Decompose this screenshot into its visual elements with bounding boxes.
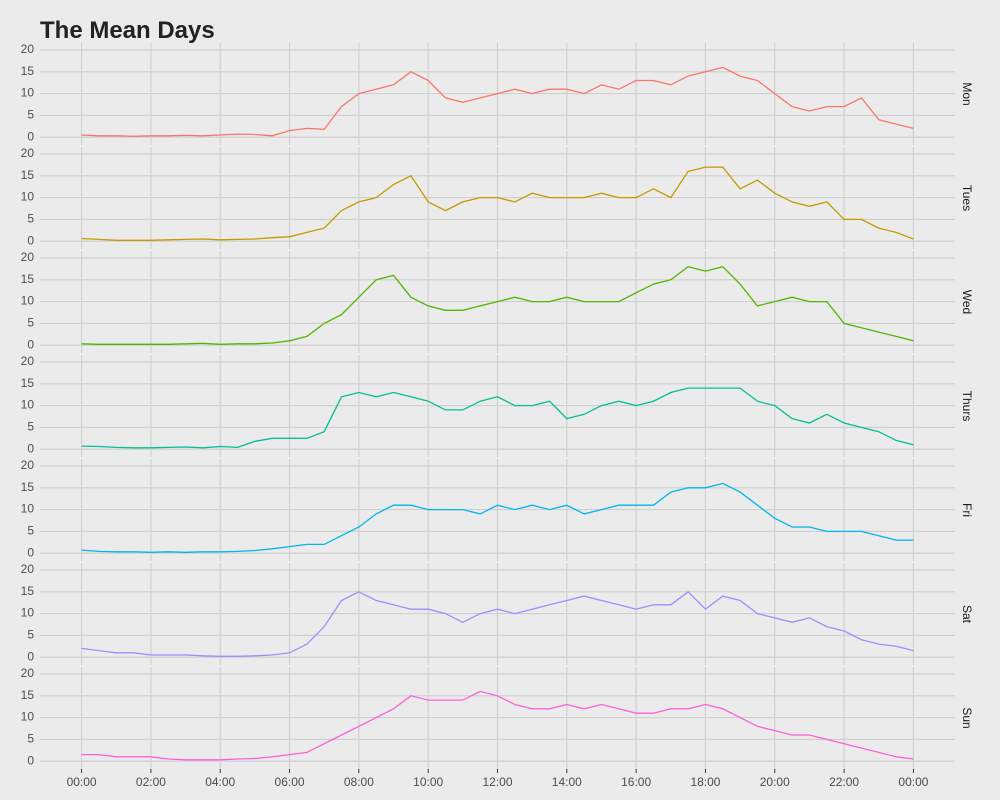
y-tick-label: 20 xyxy=(21,42,35,56)
y-tick-label: 5 xyxy=(27,732,34,746)
data-line xyxy=(81,166,914,241)
y-tick-label: 5 xyxy=(27,628,34,642)
facet-label: Tues xyxy=(960,185,974,211)
y-tick-label: 10 xyxy=(21,294,35,308)
y-tick-label: 0 xyxy=(27,753,34,767)
x-tick-label: 22:00 xyxy=(829,775,859,789)
chart-title: The Mean Days xyxy=(40,17,215,44)
y-tick-label: 5 xyxy=(27,316,34,330)
y-tick-label: 15 xyxy=(21,64,35,78)
y-tick-label: 20 xyxy=(21,562,35,576)
data-line xyxy=(81,265,914,345)
y-tick-label: 0 xyxy=(27,441,34,455)
x-tick-label: 00:00 xyxy=(898,775,928,789)
x-tick-label: 06:00 xyxy=(275,775,305,789)
data-line xyxy=(81,690,914,761)
y-tick-label: 10 xyxy=(21,190,35,204)
y-tick-label: 10 xyxy=(21,710,35,724)
x-tick-label: 10:00 xyxy=(413,775,443,789)
y-tick-label: 20 xyxy=(21,458,35,472)
y-tick-label: 5 xyxy=(27,420,34,434)
data-line xyxy=(81,482,914,553)
y-tick-label: 20 xyxy=(21,146,35,160)
x-tick-label: 20:00 xyxy=(760,775,790,789)
y-tick-label: 5 xyxy=(27,524,34,538)
y-tick-label: 15 xyxy=(21,376,35,390)
y-tick-label: 10 xyxy=(21,606,35,620)
x-tick-label: 14:00 xyxy=(552,775,582,789)
y-tick-label: 0 xyxy=(27,649,34,663)
y-tick-label: 0 xyxy=(27,545,34,559)
y-tick-label: 20 xyxy=(21,354,35,368)
facet-label: Wed xyxy=(960,290,974,314)
x-tick-label: 00:00 xyxy=(67,775,97,789)
y-tick-label: 20 xyxy=(21,666,35,680)
y-tick-label: 15 xyxy=(21,168,35,182)
y-tick-label: 10 xyxy=(21,86,35,100)
y-tick-label: 0 xyxy=(27,233,34,247)
facet-label: Mon xyxy=(960,82,974,105)
facet-label: Sun xyxy=(960,707,974,728)
y-tick-label: 5 xyxy=(27,212,34,226)
facet-label: Fri xyxy=(960,503,974,517)
x-tick-label: 12:00 xyxy=(482,775,512,789)
y-tick-label: 0 xyxy=(27,129,34,143)
y-tick-label: 15 xyxy=(21,688,35,702)
x-tick-label: 18:00 xyxy=(690,775,720,789)
data-line xyxy=(81,66,914,137)
y-tick-label: 15 xyxy=(21,272,35,286)
x-tick-label: 04:00 xyxy=(205,775,235,789)
x-tick-label: 08:00 xyxy=(344,775,374,789)
y-tick-label: 10 xyxy=(21,502,35,516)
y-tick-label: 10 xyxy=(21,398,35,412)
facet-label: Thurs xyxy=(960,391,974,422)
y-tick-label: 5 xyxy=(27,108,34,122)
x-tick-label: 02:00 xyxy=(136,775,166,789)
data-line xyxy=(81,590,914,657)
y-tick-label: 20 xyxy=(21,250,35,264)
facet-label: Sat xyxy=(960,605,974,624)
y-tick-label: 15 xyxy=(21,584,35,598)
y-tick-label: 15 xyxy=(21,480,35,494)
data-line xyxy=(81,387,914,449)
x-tick-label: 16:00 xyxy=(621,775,651,789)
y-tick-label: 0 xyxy=(27,337,34,351)
